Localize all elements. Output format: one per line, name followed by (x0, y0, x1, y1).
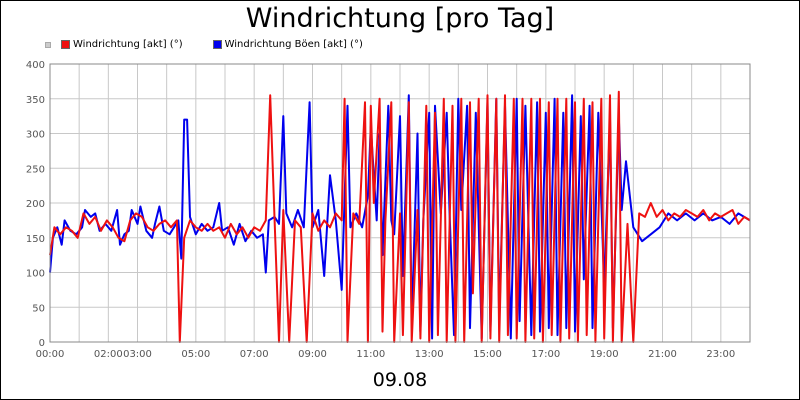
legend-swatch-red (61, 40, 70, 49)
y-tick-label: 350 (26, 95, 45, 106)
legend-swatch-blue (212, 40, 222, 49)
x-tick-label: 00:00 (36, 349, 65, 360)
y-tick-label: 250 (26, 164, 45, 175)
x-tick-label: 15:00 (473, 349, 502, 360)
x-tick-label: 17:00 (531, 349, 560, 360)
legend-label-red: Windrichtung [akt] (°) (73, 39, 183, 50)
legend-label-blue: Windrichtung Böen [akt] (°) (224, 39, 363, 50)
x-tick-label: 05:00 (181, 349, 210, 360)
y-tick-label: 200 (26, 199, 45, 210)
x-tick-label: 13:00 (415, 349, 444, 360)
y-tick-label: 50 (32, 303, 45, 314)
x-axis-label: 09.08 (372, 369, 428, 391)
x-tick-label: 02:00 (94, 349, 123, 360)
legend-item-red: Windrichtung [akt] (°) (61, 39, 183, 50)
x-tick-label: 03:00 (123, 349, 152, 360)
y-tick-label: 100 (26, 269, 45, 280)
legend-marker-icon (45, 41, 51, 48)
legend-item-blue: Windrichtung Böen [akt] (°) (212, 39, 363, 50)
y-tick-label: 0 (39, 338, 45, 349)
x-tick-label: 07:00 (240, 349, 269, 360)
y-tick-label: 400 (26, 60, 45, 71)
x-tick-label: 09:00 (298, 349, 327, 360)
x-tick-label: 21:00 (648, 349, 677, 360)
series-line-1 (49, 90, 751, 343)
chart-title: Windrichtung [pro Tag] (245, 3, 555, 34)
y-tick-label: 150 (26, 234, 45, 245)
x-tick-label: 11:00 (356, 349, 385, 360)
plot-border (49, 63, 751, 343)
y-tick-label: 300 (26, 130, 45, 141)
chart-legend: Windrichtung [akt] (°) Windrichtung Böen… (45, 39, 393, 50)
x-tick-label: 19:00 (590, 349, 619, 360)
x-tick-label: 23:00 (706, 349, 735, 360)
